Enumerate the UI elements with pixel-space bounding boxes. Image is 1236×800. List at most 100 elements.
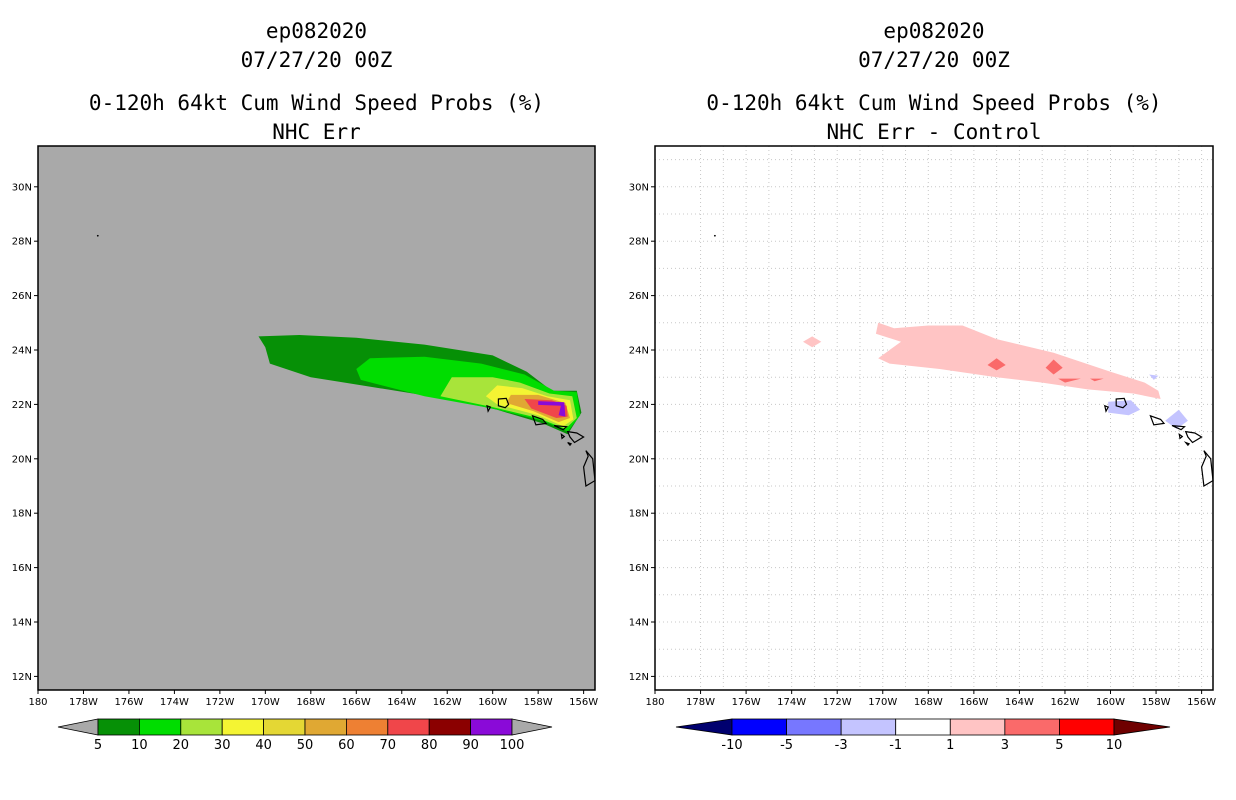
lon-tick-label: 178W	[686, 697, 715, 708]
left-colorbar-high-arrow	[511, 718, 553, 736]
right-map-frame	[654, 145, 1214, 691]
lon-tick-label: 172W	[205, 697, 234, 708]
lon-tick-label: 158W	[524, 697, 553, 708]
island-outline	[497, 397, 510, 409]
left-panel-title: ep082020 07/27/20 00Z	[38, 17, 595, 75]
lat-tick-label: 24N	[629, 346, 649, 357]
lon-tick-label: 164W	[1005, 697, 1034, 708]
lon-tick-label: 168W	[296, 697, 325, 708]
midway-atoll-marker	[713, 234, 716, 237]
island-outline	[1171, 425, 1186, 431]
right-colorbar-label: 10	[1106, 738, 1123, 753]
positive-difference-area	[803, 336, 822, 348]
lat-tick-label: 26N	[12, 291, 32, 302]
lon-tick-label: 180	[645, 697, 664, 708]
left-datetime: 07/27/20 00Z	[240, 48, 393, 72]
right-colorbar-swatch	[1004, 718, 1060, 736]
strong-positive-difference-area	[1090, 378, 1104, 382]
lat-tick-label: 12N	[629, 672, 649, 683]
island-outline	[531, 414, 548, 426]
right-colorbar-swatch	[731, 718, 787, 736]
left-colorbar-swatch	[221, 718, 264, 736]
lon-tick-label: 172W	[823, 697, 852, 708]
island-outline	[1103, 404, 1110, 413]
right-panel-subtitle: 0-120h 64kt Cum Wind Speed Probs (%) NHC…	[655, 89, 1213, 147]
left-colorbar-swatch	[138, 718, 182, 736]
strong-positive-difference-area	[987, 358, 1006, 371]
lon-tick-label: 174W	[777, 697, 806, 708]
left-colorbar-swatch	[304, 718, 347, 736]
left-colorbar-swatch	[387, 718, 430, 736]
right-background	[655, 146, 1213, 690]
right-colorbar-label: 1	[946, 738, 954, 753]
lon-tick-label: 160W	[1096, 697, 1125, 708]
lon-tick-label: 166W	[342, 697, 371, 708]
positive-difference-area	[875, 322, 1161, 399]
left-map-frame	[37, 145, 596, 691]
lat-tick-label: 22N	[629, 400, 649, 411]
right-colorbar-label: -3	[835, 738, 848, 753]
left-colorbar-label: 90	[462, 738, 479, 753]
left-colorbar-label: 30	[214, 738, 231, 753]
left-panel-subtitle: 0-120h 64kt Cum Wind Speed Probs (%) NHC…	[38, 89, 595, 147]
lon-tick-label: 174W	[160, 697, 189, 708]
lon-tick-label: 160W	[478, 697, 507, 708]
right-colorbar-swatch	[786, 718, 842, 736]
left-colorbar-low-arrow	[57, 718, 99, 736]
right-colorbar-swatch	[840, 718, 897, 736]
left-storm-id: ep082020	[265, 19, 368, 43]
strong-positive-difference-area	[1058, 378, 1081, 383]
lat-tick-label: 30N	[629, 182, 649, 193]
left-variant-name: NHC Err	[272, 120, 361, 144]
lat-tick-label: 30N	[12, 182, 32, 193]
island-outline	[1115, 397, 1128, 409]
lon-tick-label: 162W	[433, 697, 462, 708]
lat-tick-label: 18N	[12, 509, 32, 520]
island-outline	[566, 430, 585, 444]
left-colorbar-swatch	[428, 718, 472, 736]
left-colorbar-label: 50	[297, 738, 314, 753]
lon-tick-label: 164W	[387, 697, 416, 708]
right-map-panel: 180 178W 176W 174W 172W 170W 168W 166W 164W 162W 1…	[629, 145, 1216, 708]
right-colorbar-label: 5	[1055, 738, 1063, 753]
lon-tick-label: 176W	[114, 697, 143, 708]
right-colorbar-label: 3	[1001, 738, 1009, 753]
lon-tick-label: 158W	[1142, 697, 1171, 708]
left-colorbar-swatch	[345, 718, 389, 736]
strong-positive-difference-area	[1045, 359, 1063, 375]
island-outline	[560, 432, 566, 440]
island-outline	[1184, 430, 1203, 444]
island-outline	[1200, 450, 1214, 487]
right-product-name: 0-120h 64kt Cum Wind Speed Probs (%)	[706, 91, 1162, 115]
island-outline	[582, 450, 596, 487]
left-map-panel: 180 178W 176W 174W 172W 170W 168W 166W 164W 162W 1…	[12, 145, 598, 708]
lon-tick-label: 156W	[569, 697, 598, 708]
lat-tick-label: 16N	[12, 563, 32, 574]
right-colorbar-high-arrow	[1113, 718, 1171, 736]
left-colorbar-label: 60	[338, 738, 355, 753]
island-outline	[553, 425, 569, 431]
left-colorbar-label: 70	[380, 738, 397, 753]
lon-tick-label: 156W	[1187, 697, 1216, 708]
lat-tick-label: 14N	[12, 618, 32, 629]
lat-tick-label: 28N	[12, 237, 32, 248]
right-datetime: 07/27/20 00Z	[858, 48, 1010, 72]
lon-tick-label: 170W	[251, 697, 280, 708]
right-colorbar-swatch	[949, 718, 1006, 736]
right-colorbar-label: -1	[889, 738, 902, 753]
lat-tick-label: 14N	[629, 618, 649, 629]
left-colorbar-label: 10	[131, 738, 148, 753]
left-product-name: 0-120h 64kt Cum Wind Speed Probs (%)	[88, 91, 545, 115]
left-colorbar-label: 40	[255, 738, 272, 753]
lat-tick-label: 16N	[629, 563, 649, 574]
lat-tick-label: 20N	[629, 454, 649, 465]
probability-contour-7	[538, 401, 566, 417]
lat-tick-label: 28N	[629, 237, 649, 248]
lon-tick-label: 170W	[868, 697, 897, 708]
right-storm-id: ep082020	[883, 19, 985, 43]
midway-atoll-marker	[96, 234, 99, 237]
left-colorbar: 5 10 20 30 40 50 60 70 80 90 100	[57, 718, 553, 753]
lon-tick-label: 162W	[1050, 697, 1079, 708]
lat-tick-label: 24N	[12, 346, 32, 357]
